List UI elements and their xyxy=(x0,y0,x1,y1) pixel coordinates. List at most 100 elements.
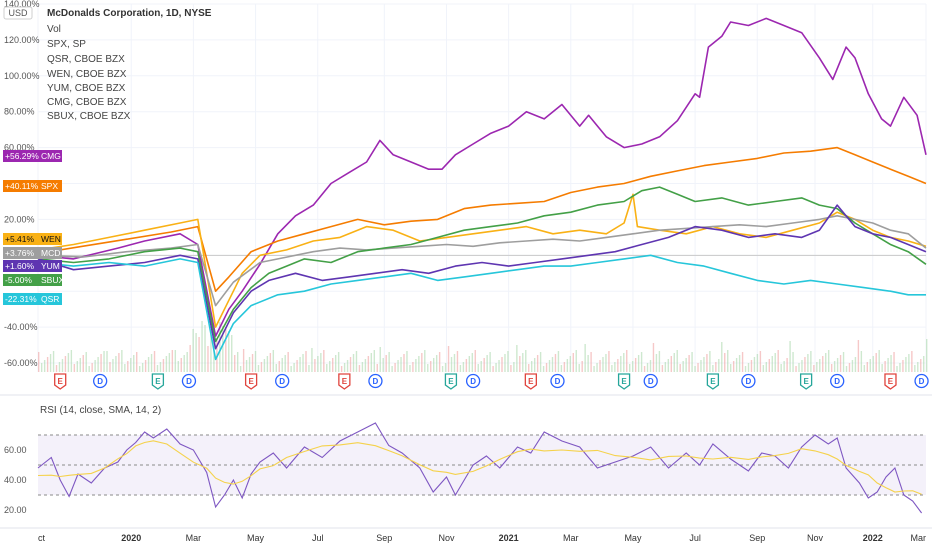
volume-bar xyxy=(136,352,138,372)
earnings-marker-shape xyxy=(444,373,458,390)
dividend-marker-circle xyxy=(368,373,383,389)
dividend-marker[interactable]: D xyxy=(741,373,756,389)
x-tick-label: Mar xyxy=(911,533,927,543)
volume-bar xyxy=(780,364,782,372)
volume-bar xyxy=(727,350,729,372)
volume-bar xyxy=(584,344,586,372)
volume-bar xyxy=(721,342,723,372)
volume-bar xyxy=(355,351,358,372)
dividend-marker[interactable]: D xyxy=(550,373,565,389)
legend-item-yum[interactable]: YUM, CBOE BZX xyxy=(47,83,126,94)
dividend-marker[interactable]: D xyxy=(914,373,929,389)
series-line-qsr[interactable] xyxy=(37,254,926,361)
earnings-marker[interactable]: E xyxy=(444,373,458,390)
rsi-tick-label: 60.00 xyxy=(4,445,27,455)
legend-item-qsr[interactable]: QSR, CBOE BZX xyxy=(47,54,125,65)
volume-bar xyxy=(691,352,693,372)
volume-bar xyxy=(453,354,456,372)
volume-bar xyxy=(863,365,866,372)
volume-bar xyxy=(245,360,248,372)
dividend-marker[interactable]: D xyxy=(830,373,845,389)
volume-bar xyxy=(905,357,907,372)
volume-bar xyxy=(352,354,355,372)
dividend-marker[interactable]: D xyxy=(275,373,290,389)
volume-bar xyxy=(103,351,105,372)
dividend-marker[interactable]: D xyxy=(465,373,481,389)
tag-value-text: -22.31% xyxy=(5,294,37,304)
legend-item-sbux[interactable]: SBUX, CBOE BZX xyxy=(47,111,131,122)
y-tick-label: 20.00% xyxy=(4,214,35,224)
earnings-marker[interactable]: E xyxy=(244,373,258,390)
volume-bar xyxy=(504,354,506,372)
volume-bar xyxy=(878,350,880,372)
tag-symbol-text: SPX xyxy=(41,181,58,191)
volume-bar xyxy=(251,354,254,372)
volume-bar xyxy=(706,354,708,372)
volume-bar xyxy=(542,366,545,372)
volume-bar xyxy=(462,362,465,372)
volume-bar xyxy=(548,360,551,372)
legend-item-cmg[interactable]: CMG, CBOE BZX xyxy=(47,97,127,108)
volume-bar xyxy=(545,363,548,372)
earnings-marker[interactable]: E xyxy=(884,373,897,390)
dividend-marker-circle xyxy=(465,373,481,389)
volume-bar xyxy=(658,351,661,372)
volume-bar xyxy=(43,360,46,372)
volume-bar xyxy=(115,356,117,372)
earnings-marker[interactable]: E xyxy=(799,373,813,390)
currency-badge[interactable]: USD xyxy=(3,6,33,20)
rsi-panel[interactable]: 20.00 40.00 60.00 xyxy=(0,394,932,515)
volume-bar xyxy=(531,361,533,372)
volume-bar xyxy=(424,350,426,372)
earnings-marker[interactable]: E xyxy=(524,373,537,390)
volume-bar xyxy=(254,351,257,372)
rsi-line[interactable] xyxy=(37,422,923,514)
volume-bar xyxy=(729,364,732,372)
series-line-spx[interactable] xyxy=(37,146,927,292)
dividend-marker[interactable]: D xyxy=(643,373,658,389)
volume-bar xyxy=(753,357,756,372)
legend-item-vol[interactable]: Vol xyxy=(47,24,61,35)
series-line-wen[interactable] xyxy=(37,193,927,328)
volume-bar xyxy=(438,352,441,372)
earnings-marker[interactable]: E xyxy=(338,373,351,390)
dividend-marker[interactable]: D xyxy=(181,373,197,389)
series-line-cmg[interactable] xyxy=(37,17,927,337)
volume-bar xyxy=(685,358,687,372)
earnings-marker[interactable]: E xyxy=(54,373,67,390)
volume-bar xyxy=(219,322,221,372)
dividend-marker[interactable]: D xyxy=(368,373,383,389)
volume-bar xyxy=(833,361,836,372)
volume-bar xyxy=(747,363,750,372)
series-line-mcd[interactable] xyxy=(37,215,927,307)
volume-bar xyxy=(682,361,684,372)
earnings-marker[interactable]: E xyxy=(706,373,720,390)
series-lines[interactable] xyxy=(37,17,927,361)
volume-bar xyxy=(676,350,678,372)
volume-bar xyxy=(533,358,536,372)
rsi-label[interactable]: RSI (14, close, SMA, 14, 2) xyxy=(40,405,161,416)
volume-bar xyxy=(147,357,150,372)
volume-bar xyxy=(643,366,646,372)
x-tick-label: 2021 xyxy=(499,533,519,543)
volume-bar xyxy=(67,353,70,372)
series-line-yum[interactable] xyxy=(37,204,927,350)
volume-bar xyxy=(278,361,280,372)
volume-bar xyxy=(611,365,613,372)
volume-bar xyxy=(566,359,569,372)
rsi-tick-label: 20.00 xyxy=(4,505,27,515)
earnings-marker[interactable]: E xyxy=(617,373,631,390)
series-line-sbux[interactable] xyxy=(37,186,927,343)
volume-bar xyxy=(495,363,497,372)
volume-bar xyxy=(554,354,557,372)
earnings-marker[interactable]: E xyxy=(151,373,165,390)
dividend-marker[interactable]: D xyxy=(93,373,108,389)
y-tick-label: 60.00% xyxy=(4,143,35,153)
volume-bar xyxy=(189,345,191,372)
volume-bar xyxy=(236,352,239,372)
volume-bar xyxy=(887,358,889,372)
legend-item-spx[interactable]: SPX, SP xyxy=(47,39,86,50)
legend-item-wen[interactable]: WEN, CBOE BZX xyxy=(47,69,127,80)
